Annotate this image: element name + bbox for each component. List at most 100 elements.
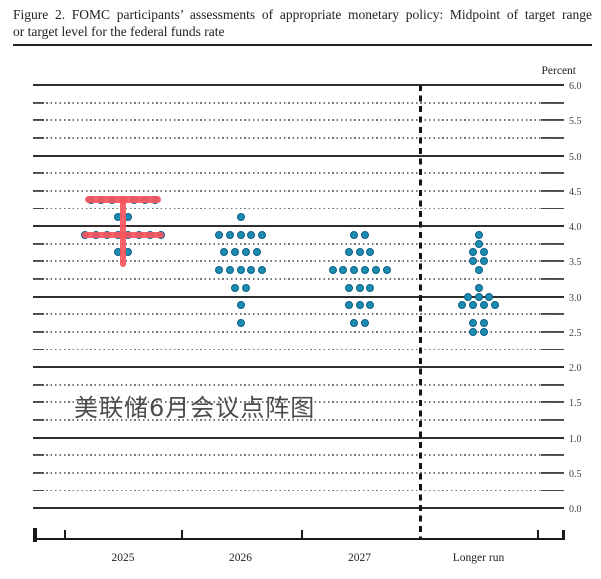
participant-dot bbox=[474, 283, 483, 292]
gridline bbox=[33, 295, 564, 298]
x-axis-section-tick bbox=[301, 529, 303, 538]
participant-dot bbox=[360, 230, 369, 239]
x-axis-section-tick bbox=[537, 529, 539, 538]
participant-dot bbox=[350, 230, 359, 239]
y-axis-tick-label: 2.0 bbox=[569, 363, 582, 374]
gridline bbox=[33, 189, 564, 192]
figure-title-line2: or target level for the federal funds ra… bbox=[13, 24, 225, 39]
gridline bbox=[33, 366, 564, 368]
participant-dot bbox=[366, 248, 375, 257]
x-axis-label-2026: 2026 bbox=[229, 552, 252, 564]
participant-dot bbox=[474, 239, 483, 248]
gridline bbox=[33, 207, 564, 210]
x-axis-label-2025: 2025 bbox=[111, 552, 135, 564]
participant-dot bbox=[214, 266, 223, 275]
participant-dot bbox=[241, 283, 250, 292]
participant-dot bbox=[469, 257, 478, 266]
participant-dot bbox=[479, 301, 488, 310]
participant-dot bbox=[236, 230, 245, 239]
y-axis-tick-label: 3.0 bbox=[569, 292, 582, 304]
gridline bbox=[33, 383, 564, 386]
y-axis-tick-label: 4.5 bbox=[569, 186, 582, 198]
participant-dot bbox=[344, 248, 353, 257]
x-axis-label-2027: 2027 bbox=[348, 552, 371, 564]
y-axis-tick-label: 1.5 bbox=[569, 398, 582, 410]
participant-dot bbox=[225, 266, 234, 275]
y-axis-unit-label: Percent bbox=[541, 65, 576, 77]
y-axis-tick-label: 1.0 bbox=[569, 433, 582, 445]
gridline bbox=[33, 119, 564, 122]
gridline bbox=[33, 260, 564, 263]
gridline bbox=[33, 101, 564, 104]
y-axis-tick-label: 6.0 bbox=[569, 81, 582, 92]
participant-dot bbox=[344, 283, 353, 292]
participant-dot bbox=[485, 292, 494, 301]
participant-dot bbox=[366, 301, 375, 310]
participant-dot bbox=[350, 318, 359, 327]
gridline bbox=[33, 401, 564, 404]
x-axis-section-tick bbox=[64, 529, 66, 538]
participant-dot bbox=[371, 266, 380, 275]
participant-dot bbox=[469, 248, 478, 257]
gridline bbox=[33, 330, 564, 333]
participant-dot bbox=[360, 318, 369, 327]
title-divider-rule bbox=[13, 44, 592, 46]
participant-dot bbox=[231, 248, 240, 257]
participant-dot bbox=[469, 301, 478, 310]
participant-dot bbox=[258, 266, 267, 275]
figure-title-line1: Figure 2. FOMC participants’ assessments… bbox=[13, 7, 592, 22]
participant-dot bbox=[355, 301, 364, 310]
participant-dot bbox=[490, 301, 499, 310]
participant-dot bbox=[220, 248, 229, 257]
participant-dot bbox=[247, 230, 256, 239]
gridline bbox=[33, 137, 564, 139]
participant-dot bbox=[355, 283, 364, 292]
participant-dot bbox=[236, 318, 245, 327]
participant-dot bbox=[469, 327, 478, 336]
participant-dot bbox=[344, 301, 353, 310]
participant-dot bbox=[214, 230, 223, 239]
participant-dot bbox=[479, 327, 488, 336]
participant-dot bbox=[236, 213, 245, 222]
y-axis-tick-label: 0.0 bbox=[569, 504, 582, 515]
x-axis-section-tick bbox=[181, 529, 183, 538]
gridline bbox=[33, 84, 564, 86]
x-axis-left-end-cap bbox=[33, 528, 37, 542]
y-axis-tick-label: 5.5 bbox=[569, 116, 582, 128]
participant-dot bbox=[241, 248, 250, 257]
participant-dot bbox=[231, 283, 240, 292]
participant-dot bbox=[474, 266, 483, 275]
participant-dot bbox=[236, 266, 245, 275]
x-axis-line bbox=[33, 537, 564, 540]
participant-dot bbox=[479, 257, 488, 266]
gridline bbox=[33, 278, 564, 280]
participant-dot bbox=[328, 266, 337, 275]
x-axis-right-end-cap bbox=[562, 529, 565, 540]
y-axis-tick-label: 2.5 bbox=[569, 327, 582, 339]
gridline bbox=[33, 154, 564, 157]
participant-dot bbox=[236, 301, 245, 310]
participant-dot bbox=[469, 318, 478, 327]
watermark-text: 美联储6月会议点阵图 bbox=[74, 394, 316, 422]
participant-dot bbox=[382, 266, 391, 275]
gridline bbox=[33, 313, 564, 315]
participant-dot bbox=[247, 266, 256, 275]
participant-dot bbox=[458, 301, 467, 310]
x-axis-label-longer-run: Longer run bbox=[452, 552, 505, 564]
gridline bbox=[33, 507, 564, 509]
y-axis-tick-label: 5.0 bbox=[569, 151, 582, 163]
figure-title: Figure 2. FOMC participants’ assessments… bbox=[13, 6, 592, 40]
gridline bbox=[33, 436, 564, 439]
participant-dot bbox=[474, 230, 483, 239]
participant-dot bbox=[258, 230, 267, 239]
participant-dot bbox=[474, 292, 483, 301]
y-axis-tick-label: 4.0 bbox=[569, 222, 582, 233]
red-highlight-vline bbox=[119, 196, 127, 267]
gridline bbox=[33, 471, 564, 474]
participant-dot bbox=[366, 283, 375, 292]
participant-dot bbox=[479, 248, 488, 257]
participant-dot bbox=[463, 292, 472, 301]
gridline bbox=[33, 419, 564, 421]
gridline bbox=[33, 225, 564, 227]
